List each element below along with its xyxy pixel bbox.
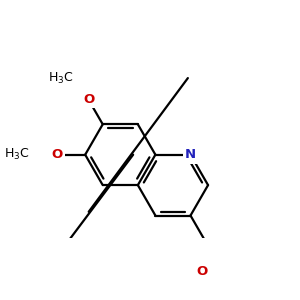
Text: O: O (196, 265, 207, 278)
Text: O: O (83, 94, 94, 106)
Text: N: N (185, 148, 196, 161)
Text: H$_3$C: H$_3$C (4, 147, 29, 162)
Text: O: O (52, 148, 63, 161)
Text: H$_3$C: H$_3$C (48, 70, 74, 86)
